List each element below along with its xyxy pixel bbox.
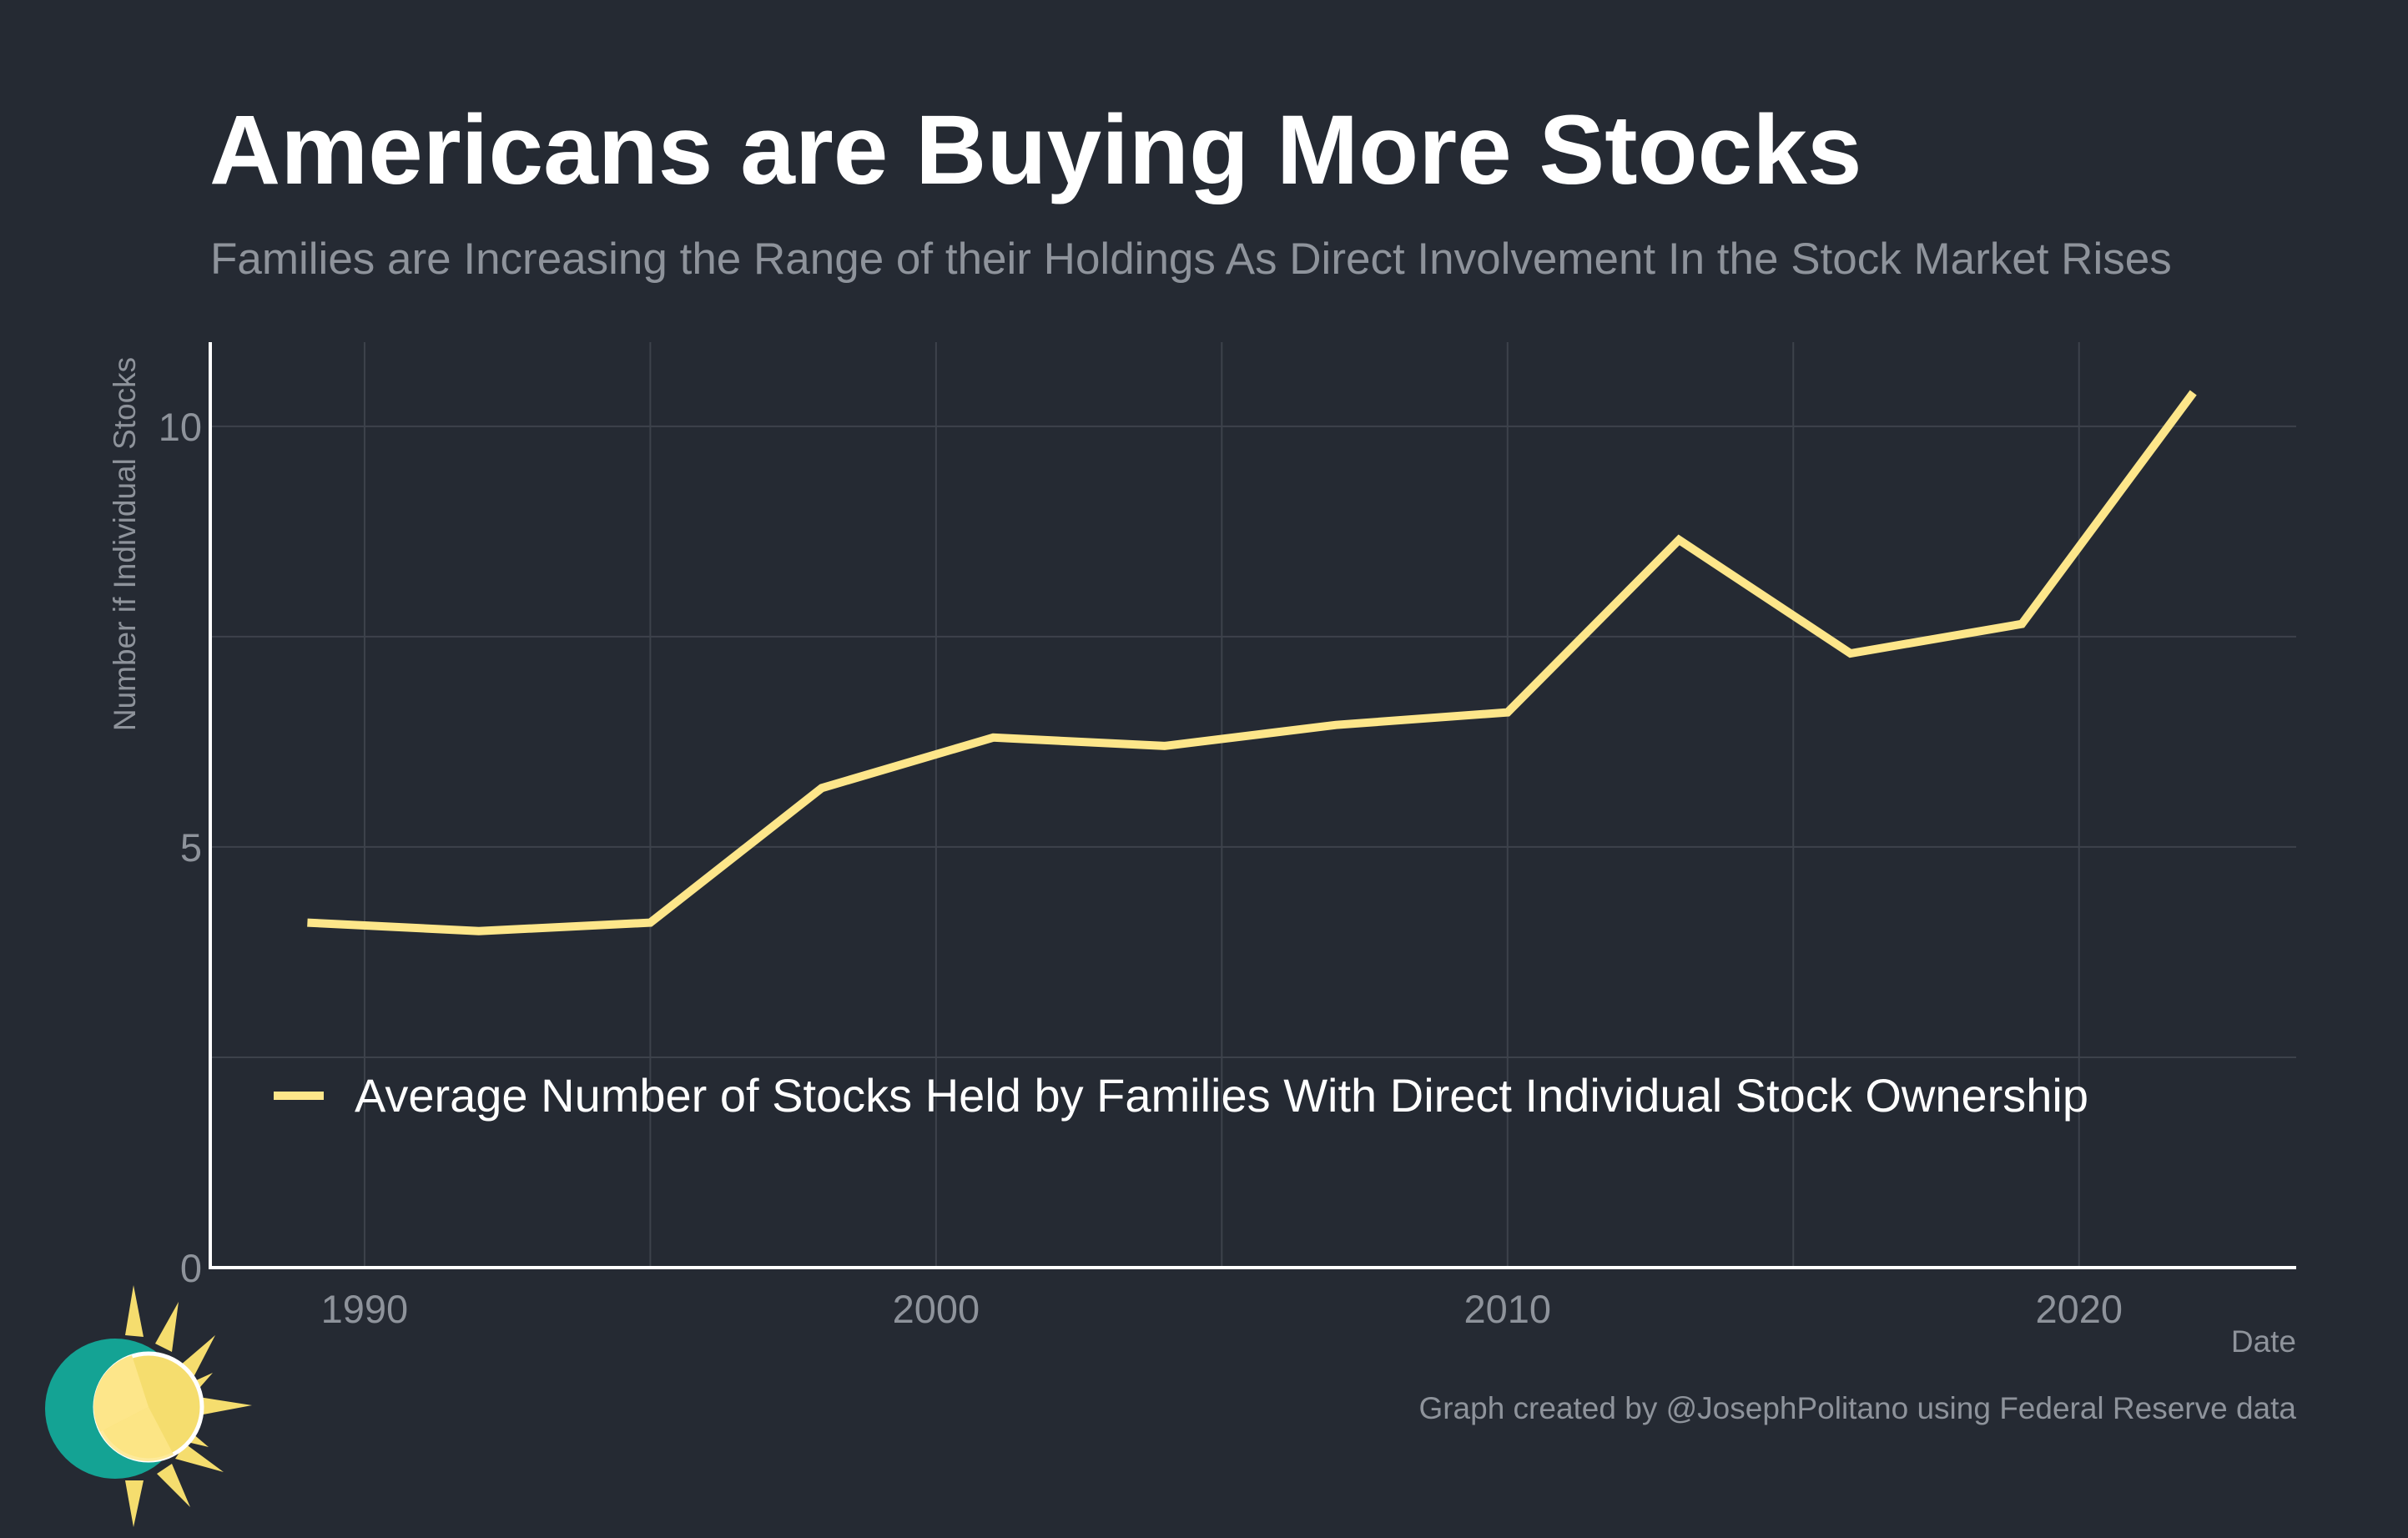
y-tick-label: 10 — [159, 405, 202, 449]
x-tick-label: 2010 — [1464, 1287, 1552, 1331]
tick-labels: 1990 2000 2010 2020 0 5 10 — [159, 405, 2123, 1331]
x-tick-label: 2020 — [2035, 1287, 2123, 1331]
y-tick-label: 5 — [180, 825, 202, 870]
y-axis-title: Number if Individual Stocks — [108, 357, 142, 731]
legend-label: Average Number of Stocks Held by Familie… — [355, 1069, 2088, 1122]
chart-title: Americans are Buying More Stocks — [209, 95, 1861, 205]
y-tick-label: 0 — [180, 1246, 202, 1290]
chart-subtitle: Families are Increasing the Range of the… — [210, 234, 2172, 284]
axes — [209, 342, 2296, 1269]
x-tick-label: 1990 — [321, 1287, 409, 1331]
series-line — [307, 390, 2197, 935]
x-tick-label: 2000 — [893, 1287, 980, 1331]
x-axis-title: Date — [2231, 1324, 2296, 1359]
legend: Average Number of Stocks Held by Familie… — [274, 1069, 2088, 1122]
sun-clock-logo-icon — [45, 1285, 252, 1527]
series — [307, 390, 2197, 935]
caption: Graph created by @JosephPolitano using F… — [1418, 1391, 2296, 1425]
